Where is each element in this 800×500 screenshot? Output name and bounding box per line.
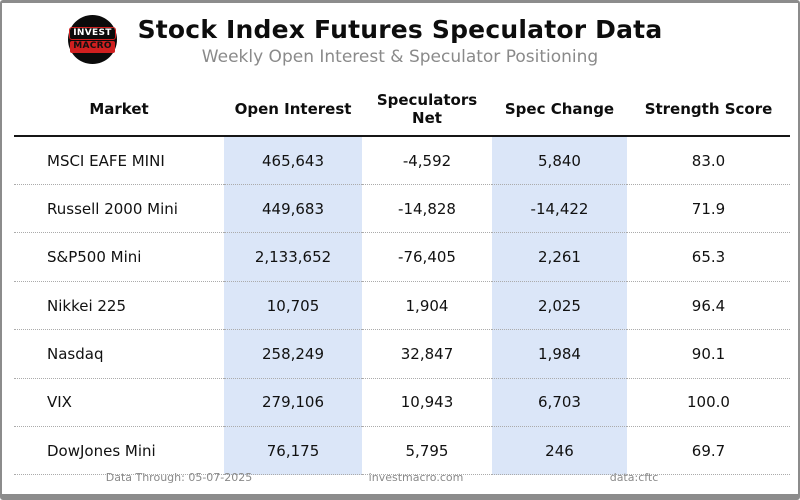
market-cell: DowJones Mini: [14, 426, 224, 476]
strength-score-cell: 83.0: [627, 136, 790, 186]
column-header-open-interest: Open Interest: [224, 81, 362, 138]
strength-score-cell: 71.9: [627, 184, 790, 234]
market-cell: Nikkei 225: [14, 281, 224, 331]
page-title: Stock Index Futures Speculator Data: [137, 15, 663, 44]
spec-change-cell: 246: [492, 426, 627, 476]
logo-invest-text: INVEST: [69, 26, 116, 40]
strength-score-cell: 96.4: [627, 281, 790, 331]
logo-macro-text: MACRO: [70, 41, 115, 53]
table-row: Nasdaq 258,249 32,847 1,984 90.1: [14, 329, 790, 379]
speculator-table: Market Open Interest Speculators Net Spec C…: [14, 81, 790, 476]
market-cell: Russell 2000 Mini: [14, 184, 224, 234]
open-interest-cell: 465,643: [224, 136, 362, 186]
strength-score-cell: 90.1: [627, 329, 790, 379]
speculators-net-cell: -76,405: [362, 232, 492, 282]
table-row: Nikkei 225 10,705 1,904 2,025 96.4: [14, 281, 790, 331]
open-interest-cell: 2,133,652: [224, 232, 362, 282]
table-row: MSCI EAFE MINI 465,643 -4,592 5,840 83.0: [14, 136, 790, 186]
table-row: Russell 2000 Mini 449,683 -14,828 -14,422 71…: [14, 184, 790, 234]
table-header: Market Open Interest Speculators Net Spec C…: [14, 81, 790, 138]
table-body: MSCI EAFE MINI 465,643 -4,592 5,840 83.0 Russ…: [14, 136, 790, 476]
table-row: S&P500 Mini 2,133,652 -76,405 2,261 65.3: [14, 232, 790, 282]
header-section: Stock Index Futures Speculator Data Week…: [2, 3, 798, 67]
strength-score-cell: 69.7: [627, 426, 790, 476]
strength-score-cell: 65.3: [627, 232, 790, 282]
column-header-spec-change: Spec Change: [492, 81, 627, 138]
footer-data-through: Data Through: 05-07-2025: [105, 471, 253, 484]
speculators-net-cell: -14,828: [362, 184, 492, 234]
spec-change-cell: 6,703: [492, 378, 627, 427]
speculators-net-cell: -4,592: [362, 136, 492, 186]
footer: Data Through: 05-07-2025 investmacro.com…: [2, 471, 798, 485]
column-header-speculators-net: Speculators Net: [362, 81, 492, 138]
spec-change-cell: -14,422: [492, 184, 627, 234]
market-cell: Nasdaq: [14, 329, 224, 379]
footer-site: investmacro.com: [368, 471, 464, 484]
spec-change-cell: 2,261: [492, 232, 627, 282]
open-interest-cell: 279,106: [224, 378, 362, 427]
open-interest-cell: 258,249: [224, 329, 362, 379]
speculators-net-cell: 5,795: [362, 426, 492, 476]
table-row: DowJones Mini 76,175 5,795 246 69.7: [14, 426, 790, 476]
table-row: VIX 279,106 10,943 6,703 100.0: [14, 378, 790, 427]
strength-score-cell: 100.0: [627, 378, 790, 427]
market-cell: MSCI EAFE MINI: [14, 136, 224, 186]
speculators-net-cell: 32,847: [362, 329, 492, 379]
footer-source: data:cftc: [609, 471, 659, 484]
open-interest-cell: 10,705: [224, 281, 362, 331]
table-header-row: Market Open Interest Speculators Net Spec C…: [14, 81, 790, 138]
page-subtitle: Weekly Open Interest & Speculator Positi…: [201, 46, 599, 67]
speculators-net-cell: 10,943: [362, 378, 492, 427]
open-interest-cell: 449,683: [224, 184, 362, 234]
investmacro-logo: INVEST MACRO: [68, 15, 117, 64]
column-header-market: Market: [14, 81, 224, 138]
open-interest-cell: 76,175: [224, 426, 362, 476]
market-cell: VIX: [14, 378, 224, 427]
spec-change-cell: 5,840: [492, 136, 627, 186]
spec-change-cell: 2,025: [492, 281, 627, 331]
speculators-net-cell: 1,904: [362, 281, 492, 331]
market-cell: S&P500 Mini: [14, 232, 224, 282]
spec-change-cell: 1,984: [492, 329, 627, 379]
column-header-strength-score: Strength Score: [627, 81, 790, 138]
